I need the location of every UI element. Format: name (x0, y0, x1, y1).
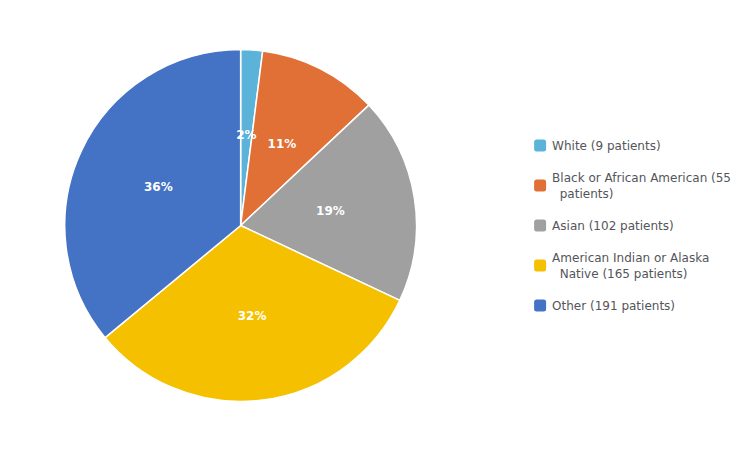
svg-text:American Indian or Alaska: American Indian or Alaska (552, 251, 709, 265)
svg-text:19%: 19% (316, 204, 345, 218)
svg-text:32%: 32% (238, 309, 267, 323)
svg-text:Asian (102 patients): Asian (102 patients) (552, 219, 674, 233)
svg-text:Other (191 patients): Other (191 patients) (552, 299, 675, 313)
svg-text:patients): patients) (552, 187, 613, 201)
svg-text:2%: 2% (236, 128, 256, 142)
svg-text:36%: 36% (144, 180, 173, 194)
svg-text:Black or African American (55: Black or African American (55 (552, 171, 731, 185)
svg-text:11%: 11% (268, 137, 297, 151)
svg-text:White (9 patients): White (9 patients) (552, 139, 660, 153)
svg-text:Native (165 patients): Native (165 patients) (552, 267, 687, 281)
